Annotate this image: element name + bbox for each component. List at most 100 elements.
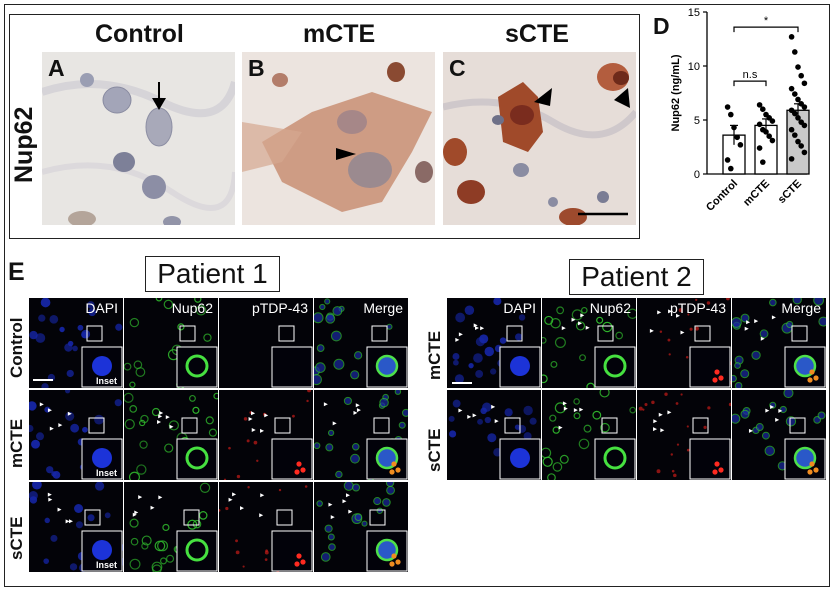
data-point	[734, 134, 740, 141]
micrograph-cells	[29, 482, 123, 572]
micrograph-cells	[314, 390, 408, 480]
patient-1-label: Patient 1	[145, 256, 280, 292]
y-tick-label: 15	[688, 7, 700, 19]
panel-letter-a: A	[48, 55, 65, 81]
data-point	[788, 85, 795, 92]
arrowhead-mcte	[336, 148, 356, 160]
inset-label: Inset	[96, 560, 118, 570]
micrograph-cells	[129, 482, 218, 572]
micrograph-cells	[219, 485, 313, 572]
data-point	[792, 91, 798, 97]
micrograph-cells	[732, 298, 826, 388]
channel-label: DAPI	[85, 300, 118, 316]
arrowhead-control	[152, 98, 166, 110]
micrograph-cells	[638, 392, 731, 480]
data-point	[788, 126, 795, 133]
data-point	[792, 49, 798, 55]
y-tick-label: 0	[694, 169, 700, 181]
micrograph-cells	[271, 325, 313, 388]
data-point	[788, 34, 795, 40]
micrograph-tile	[447, 390, 541, 480]
data-point	[728, 165, 734, 172]
data-point	[801, 122, 808, 129]
data-point	[760, 106, 766, 112]
channel-label: pTDP-43	[251, 300, 308, 316]
ihc-image-scte	[443, 52, 636, 225]
channel-label: pTDP-43	[669, 300, 726, 316]
data-point	[792, 110, 798, 117]
panel-letter-c: C	[449, 55, 466, 81]
micrograph-tile: pTDP-43	[637, 298, 731, 388]
data-point	[769, 137, 776, 144]
data-point	[756, 145, 763, 151]
sig-bracket	[733, 26, 799, 33]
channel-label: DAPI	[503, 300, 536, 316]
sig-label: *	[764, 15, 769, 27]
y-tick-label: 10	[688, 61, 700, 73]
channel-label: Nup62	[171, 300, 213, 316]
data-point	[801, 104, 808, 110]
micrograph-tile	[219, 390, 313, 480]
inset-label: Inset	[96, 376, 118, 386]
channel-label: Merge	[363, 300, 403, 316]
ihc-scte-cells	[443, 52, 636, 225]
data-point	[731, 124, 737, 131]
micrograph-tile	[542, 390, 636, 480]
panel-letter-e: E	[8, 258, 25, 286]
micrograph-tile: Nup62	[124, 298, 218, 388]
micrograph-tile: DAPI	[447, 298, 541, 388]
data-point	[756, 121, 763, 128]
figure-frame	[4, 4, 830, 587]
micrograph-cells	[542, 306, 636, 388]
data-point	[792, 132, 798, 138]
data-point	[769, 118, 776, 124]
data-point	[788, 156, 795, 162]
panel-letter-d: D	[653, 13, 670, 39]
micrograph-cells	[124, 298, 218, 388]
data-point	[763, 129, 769, 135]
micrograph-cells	[124, 392, 218, 480]
data-point	[801, 80, 808, 87]
ihc-column-control: Control	[95, 20, 184, 48]
micrograph-tile	[732, 390, 826, 480]
data-point	[756, 102, 763, 108]
data-point	[724, 104, 731, 110]
micrograph-tile	[314, 390, 408, 480]
micrograph-cells	[649, 298, 731, 388]
micrograph-cells	[316, 482, 408, 572]
micrograph-tile	[314, 482, 408, 572]
micrograph-cells	[29, 298, 123, 388]
micrograph-cells	[448, 399, 541, 480]
y-axis-label: Nup62 (ng/mL)	[670, 54, 682, 131]
data-point	[728, 111, 734, 118]
micrograph-cells	[29, 390, 123, 480]
micrograph-tile	[219, 482, 313, 572]
micrograph-cells	[732, 390, 826, 480]
data-point	[737, 142, 744, 148]
ihc-column-mcte: mCTE	[303, 20, 376, 48]
micrograph-tile: Inset	[29, 482, 123, 572]
channel-label: Nup62	[589, 300, 631, 316]
data-point	[795, 115, 801, 121]
ns-bracket	[733, 80, 767, 87]
panel-letter-b: B	[248, 55, 265, 81]
data-point	[724, 157, 731, 163]
micrograph-tile: Inset	[29, 390, 123, 480]
ns-label: n.s	[743, 69, 758, 81]
micrograph-tile: DAPI Inset	[29, 298, 123, 388]
micrograph-tile	[124, 482, 218, 572]
micrograph-tile	[124, 390, 218, 480]
arrowhead-scte-2	[614, 88, 630, 108]
inset-label: Inset	[96, 468, 118, 478]
micrograph-tile	[637, 390, 731, 480]
data-point	[795, 64, 801, 70]
data-point	[795, 138, 801, 145]
micrograph-cells	[452, 298, 541, 388]
ihc-panel-box	[9, 14, 640, 239]
micrograph-cells	[542, 390, 636, 480]
data-point	[795, 96, 801, 103]
ihc-image-control	[42, 52, 235, 225]
data-point	[766, 133, 772, 139]
